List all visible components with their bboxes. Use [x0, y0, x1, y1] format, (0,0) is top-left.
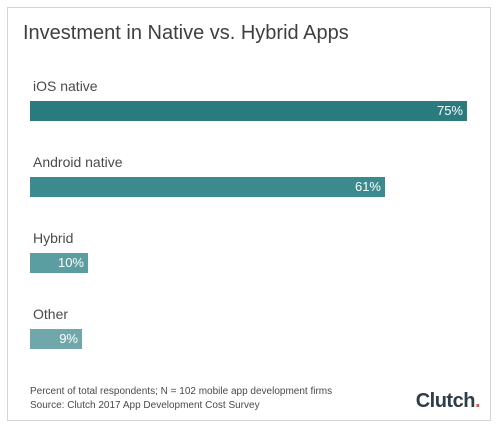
bar-android-native: 61%: [30, 177, 385, 197]
bar-value-ios-native: 75%: [436, 103, 463, 118]
clutch-logo-text: Clutch: [415, 390, 476, 412]
bar-value-hybrid: 10%: [57, 255, 84, 270]
category-label-ios-native: iOS native: [33, 78, 98, 94]
chart-title: Investment in Native vs. Hybrid Apps: [23, 22, 349, 44]
category-label-other: Other: [33, 306, 69, 322]
clutch-logo-dot: .: [474, 390, 481, 412]
bar-ios-native: 75%: [30, 101, 467, 121]
clutch-logo: Clutch.: [415, 390, 481, 413]
bar-value-other: 9%: [59, 331, 78, 346]
bar-other: 9%: [30, 329, 82, 349]
category-label-android-native: Android native: [33, 154, 123, 170]
footnote-respondents: Percent of total respondents; N = 102 mo…: [30, 386, 333, 397]
footnote-source: Source: Clutch 2017 App Development Cost…: [30, 400, 260, 411]
bar-value-android-native: 61%: [354, 179, 381, 194]
chart-frame: [7, 7, 491, 421]
category-label-hybrid: Hybrid: [33, 230, 74, 246]
bar-hybrid: 10%: [30, 253, 88, 273]
